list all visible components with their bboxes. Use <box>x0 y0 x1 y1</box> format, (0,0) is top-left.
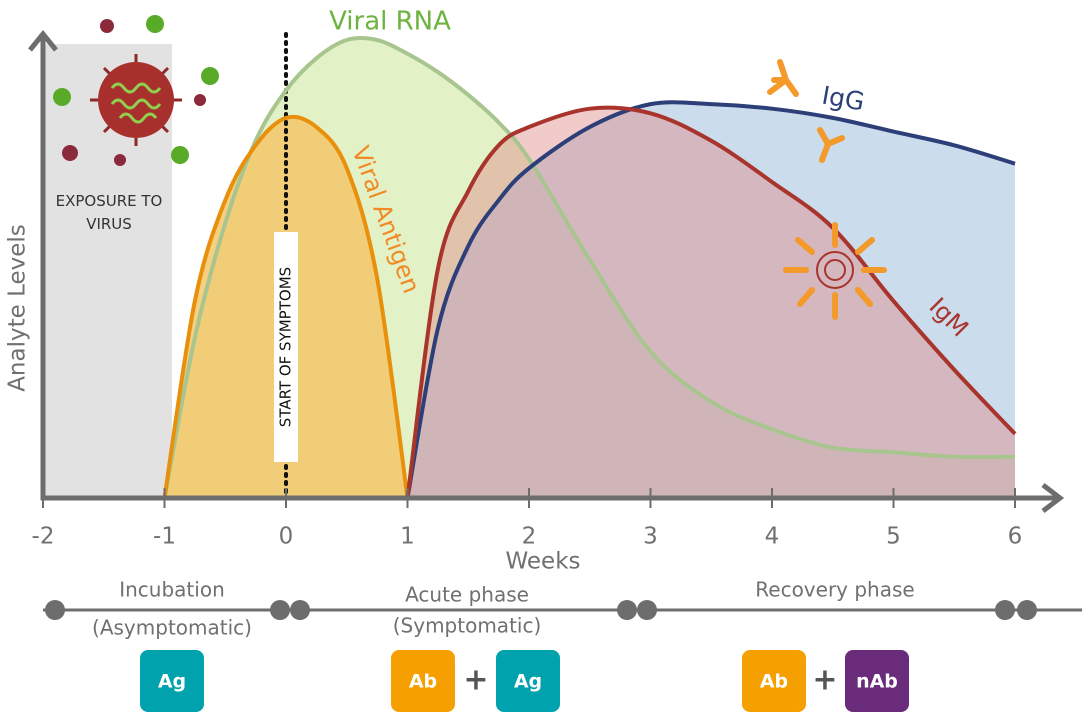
plus-sign: + <box>812 663 837 698</box>
phase-name: Acute phase <box>405 583 529 607</box>
test-label: nAb <box>856 671 898 693</box>
x-axis-label: Weeks <box>506 549 581 575</box>
series-label: IgG <box>820 81 867 117</box>
x-tick-label: 1 <box>400 524 415 550</box>
test-badge <box>742 650 806 712</box>
plot-area: START OF SYMPTOMS <box>162 32 1017 500</box>
phase-name: Recovery phase <box>755 578 914 602</box>
x-tick-label: 5 <box>886 524 901 550</box>
x-tick-label: 3 <box>643 524 658 550</box>
x-tick-label: 4 <box>765 524 780 550</box>
x-tick-label: 2 <box>522 524 537 550</box>
virus-icon <box>53 15 219 166</box>
area-fill <box>407 102 1015 498</box>
plus-sign: + <box>463 663 488 698</box>
phase-name: Incubation <box>119 578 225 602</box>
phase-note: (Symptomatic) <box>393 614 542 638</box>
axes <box>28 30 1065 513</box>
x-tick-label: 6 <box>1008 524 1023 550</box>
series-label: Viral RNA <box>329 7 451 37</box>
series-line <box>405 105 1017 499</box>
test-badge <box>496 650 560 712</box>
phase-note-bg <box>377 613 557 641</box>
test-label: Ab <box>760 671 788 693</box>
exposure-label: EXPOSURE TO VIRUS <box>55 192 163 233</box>
x-tick-label: 0 <box>279 524 294 550</box>
area-fill <box>407 107 1015 499</box>
test-badge <box>391 650 455 712</box>
symptoms-label: START OF SYMPTOMS <box>277 267 295 427</box>
antibody-icons <box>767 59 887 320</box>
phase-note: (Asymptomatic) <box>92 616 252 640</box>
test-label: Ag <box>514 671 542 693</box>
test-badge <box>140 650 204 712</box>
timeline <box>43 600 1082 620</box>
series-line <box>405 100 1016 499</box>
x-tick-label: -2 <box>32 524 55 550</box>
series-line <box>162 114 410 499</box>
test-label: Ab <box>409 671 437 693</box>
exposure-label-box: EXPOSURE TO VIRUS <box>55 192 163 233</box>
phase-note-bg <box>82 615 262 643</box>
x-tick-label: -1 <box>153 524 176 550</box>
test-badge <box>845 650 909 712</box>
y-axis-label: Analyte Levels <box>5 224 31 392</box>
test-label: Ag <box>158 671 186 693</box>
symptoms-label-bg <box>274 232 298 462</box>
